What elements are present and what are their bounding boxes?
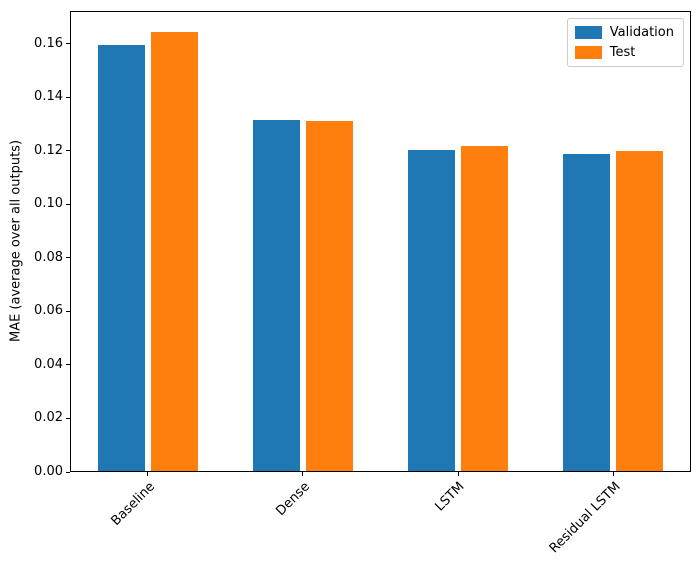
- y-tick-label: 0.06: [34, 303, 63, 319]
- bar-validation-residual-lstm: [563, 153, 611, 471]
- x-tick-label: Baseline: [107, 479, 158, 529]
- y-tick-label: 0.00: [34, 464, 63, 479]
- x-tick-label: LSTM: [432, 479, 469, 515]
- y-tick-mark: [66, 471, 70, 473]
- y-tick-mark: [66, 257, 70, 259]
- legend-item-validation: Validation: [574, 25, 674, 40]
- x-tick-mark: [457, 472, 459, 476]
- y-tick-mark: [66, 364, 70, 366]
- legend-swatch-validation: [574, 26, 602, 39]
- y-tick-label: 0.02: [34, 410, 63, 426]
- legend: Validation Test: [566, 18, 684, 67]
- bar-validation-baseline: [97, 45, 145, 471]
- legend-item-test: Test: [574, 45, 674, 60]
- legend-label-validation: Validation: [609, 25, 674, 40]
- bar-validation-dense: [252, 120, 300, 471]
- bar-test-baseline: [150, 31, 198, 471]
- x-tick-mark: [612, 472, 614, 476]
- bar-test-lstm: [461, 145, 509, 471]
- x-tick-label: Residual LSTM: [546, 479, 624, 557]
- legend-label-test: Test: [609, 45, 636, 60]
- x-tick-label: Dense: [273, 479, 313, 519]
- y-tick-mark: [66, 96, 70, 98]
- y-tick-mark: [66, 203, 70, 205]
- y-tick-label: 0.04: [34, 356, 63, 372]
- y-tick-label: 0.16: [34, 35, 63, 51]
- y-tick-label: 0.10: [34, 196, 63, 212]
- y-tick-mark: [66, 310, 70, 312]
- bar-test-dense: [305, 120, 353, 471]
- bar-test-residual-lstm: [616, 151, 664, 471]
- bar-validation-lstm: [408, 149, 456, 471]
- x-tick-mark: [302, 472, 304, 476]
- y-tick-label: 0.14: [34, 89, 63, 105]
- y-tick-mark: [66, 43, 70, 45]
- y-tick-label: 0.12: [34, 142, 63, 158]
- plot-area: [70, 11, 691, 472]
- y-tick-label: 0.08: [34, 249, 63, 265]
- y-tick-mark: [66, 150, 70, 152]
- legend-swatch-test: [574, 46, 602, 59]
- y-tick-mark: [66, 417, 70, 419]
- x-tick-mark: [147, 472, 149, 476]
